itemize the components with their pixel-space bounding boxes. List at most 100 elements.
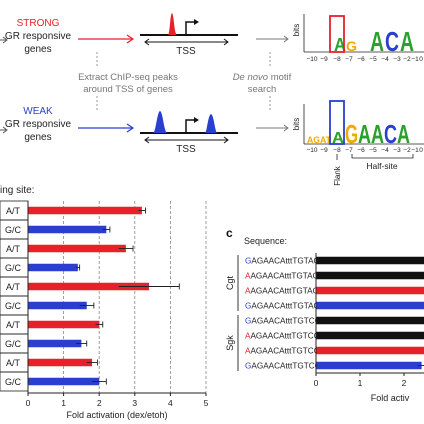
logo-letter-c1: C — [385, 26, 399, 57]
strong-peak — [168, 13, 177, 35]
strong-motif-logo: bits A G A C A −10 −9 −8 −7 −6 −5 −4 −3 … — [292, 14, 424, 63]
logo-letter-flank: A — [332, 130, 344, 147]
bar — [28, 225, 107, 234]
logo-tick-label: −1 — [411, 56, 419, 63]
x-tick-label: 1 — [61, 398, 66, 408]
weak-logo-ticks: −10 −9 −8 −7 −6 −5 −4 −3 −2 −1 0 — [306, 147, 423, 154]
logo-letter-a1: A — [334, 35, 346, 55]
strong-sub2: genes — [24, 44, 51, 55]
logo-tick-label: −10 — [306, 56, 317, 63]
logo-tick-label: −10 — [306, 147, 317, 154]
panel-c-x-ticks: 0 1 2 — [314, 373, 407, 388]
extract-line1: Extract ChIP-seq peaks — [78, 72, 178, 83]
x-tick-label: 4 — [168, 398, 173, 408]
logo-tick-label: −8 — [333, 147, 341, 154]
bar — [28, 320, 100, 329]
category-label: G/C — [5, 377, 22, 387]
logo-tick-label: −2 — [403, 56, 411, 63]
bar — [28, 282, 150, 291]
tss-arrow-icon — [185, 21, 197, 35]
logo-letter-a6: A — [397, 119, 410, 149]
halfsite-label: Half-site — [366, 161, 397, 171]
logo-tick-label: −3 — [393, 56, 401, 63]
bar — [316, 361, 422, 370]
category-label: G/C — [5, 263, 22, 273]
logo-tick-label: −3 — [393, 147, 401, 154]
panel-c: c Sequence: GAGAACAtttTGTACGTAAGAACAtttT… — [225, 226, 424, 403]
panel-c-xlabel: Fold activ — [371, 393, 410, 403]
weak-sub1: GR responsive — [5, 119, 72, 130]
logo-tick-label: −9 — [320, 56, 328, 63]
flank-label: Flank — [333, 165, 342, 186]
x-tick-label: 2 — [97, 398, 102, 408]
logo-tick-label: 0 — [419, 147, 423, 154]
weak-motif-logo: bits AGAT A G A A C A −10 −9 −8 −7 −6 −5… — [292, 100, 424, 186]
logo-letter-a5: A — [371, 119, 384, 149]
weak-sub2: genes — [24, 132, 51, 143]
panel-c-letter: c — [226, 226, 233, 240]
bar — [316, 256, 424, 265]
strong-sub1: GR responsive — [5, 31, 72, 42]
x-tick-label: 1 — [358, 378, 363, 388]
weak-peak-1 — [153, 111, 167, 133]
binding-site-header: ing site: — [0, 185, 34, 196]
logo-tick-label: −4 — [381, 147, 389, 154]
extract-line2: around TSS of genes — [83, 84, 173, 95]
x-tick-label: 5 — [204, 398, 209, 408]
bits-label: bits — [292, 118, 301, 130]
category-label: G/C — [5, 301, 22, 311]
bar — [316, 271, 424, 280]
logo-tick-label: −1 — [411, 147, 419, 154]
category-label: A/T — [6, 358, 21, 368]
logo-letter-g1: G — [346, 38, 357, 54]
logo-tick-label: −7 — [345, 147, 353, 154]
logo-tick-label: −6 — [357, 56, 365, 63]
weak-gene-track: TSS — [140, 111, 238, 155]
bar — [28, 263, 78, 272]
bits-label: bits — [292, 24, 301, 36]
logo-letter-a3: A — [400, 26, 414, 57]
bar — [316, 316, 424, 325]
x-tick-label: 2 — [402, 378, 407, 388]
bar — [28, 206, 142, 215]
weak-flank-box — [329, 100, 345, 145]
category-label: A/T — [6, 282, 21, 292]
logo-tick-label: 0 — [419, 56, 423, 63]
category-label: A/T — [6, 206, 21, 216]
bar — [316, 346, 424, 355]
strong-label: STRONG — [17, 18, 60, 29]
logo-tick-label: −2 — [403, 147, 411, 154]
logo-letter-c2: C — [384, 119, 397, 149]
group-label: Cgt — [225, 276, 235, 291]
x-tick-label: 0 — [314, 378, 319, 388]
weak-peak-2 — [205, 114, 217, 133]
sequence-header: Sequence: — [244, 236, 287, 246]
panel-c-bars — [316, 256, 424, 370]
bar — [28, 339, 82, 348]
category-label: G/C — [5, 225, 22, 235]
denovo-line2: search — [248, 84, 277, 95]
strong-tss-label: TSS — [176, 46, 196, 57]
panel-a: STRONG GR responsive genes TSS Extract C… — [0, 13, 424, 186]
strong-gene-track: TSS — [140, 13, 238, 57]
bar — [28, 301, 87, 310]
logo-tick-label: −9 — [320, 147, 328, 154]
bar — [28, 358, 93, 367]
weak-tss-label: TSS — [176, 144, 196, 155]
panel-b: ing site: A/T G/C A/T G/C A/T G/C A/T G/C A/T G/C… — [0, 185, 209, 420]
bar — [316, 331, 424, 340]
bar — [316, 301, 424, 310]
x-tick-label: 3 — [132, 398, 137, 408]
logo-tick-label: −8 — [333, 56, 341, 63]
x-tick-label: 0 — [26, 398, 31, 408]
panel-b-x-ticks: 0 1 2 3 4 5 — [26, 393, 209, 408]
panel-b-category-labels: A/T G/C A/T G/C A/T G/C A/T G/C A/T G/C — [0, 200, 29, 392]
category-label: A/T — [6, 320, 21, 330]
denovo-line1: De novo motif — [233, 72, 292, 83]
logo-letter-a4: A — [358, 119, 371, 149]
logo-letter-mix: AGAT — [307, 135, 331, 145]
strong-flank-box — [329, 15, 345, 53]
tss-arrow-icon — [185, 119, 197, 133]
logo-tick-label: −4 — [381, 56, 389, 63]
panel-b-xlabel: Fold activation (dex/etoh) — [66, 410, 167, 420]
